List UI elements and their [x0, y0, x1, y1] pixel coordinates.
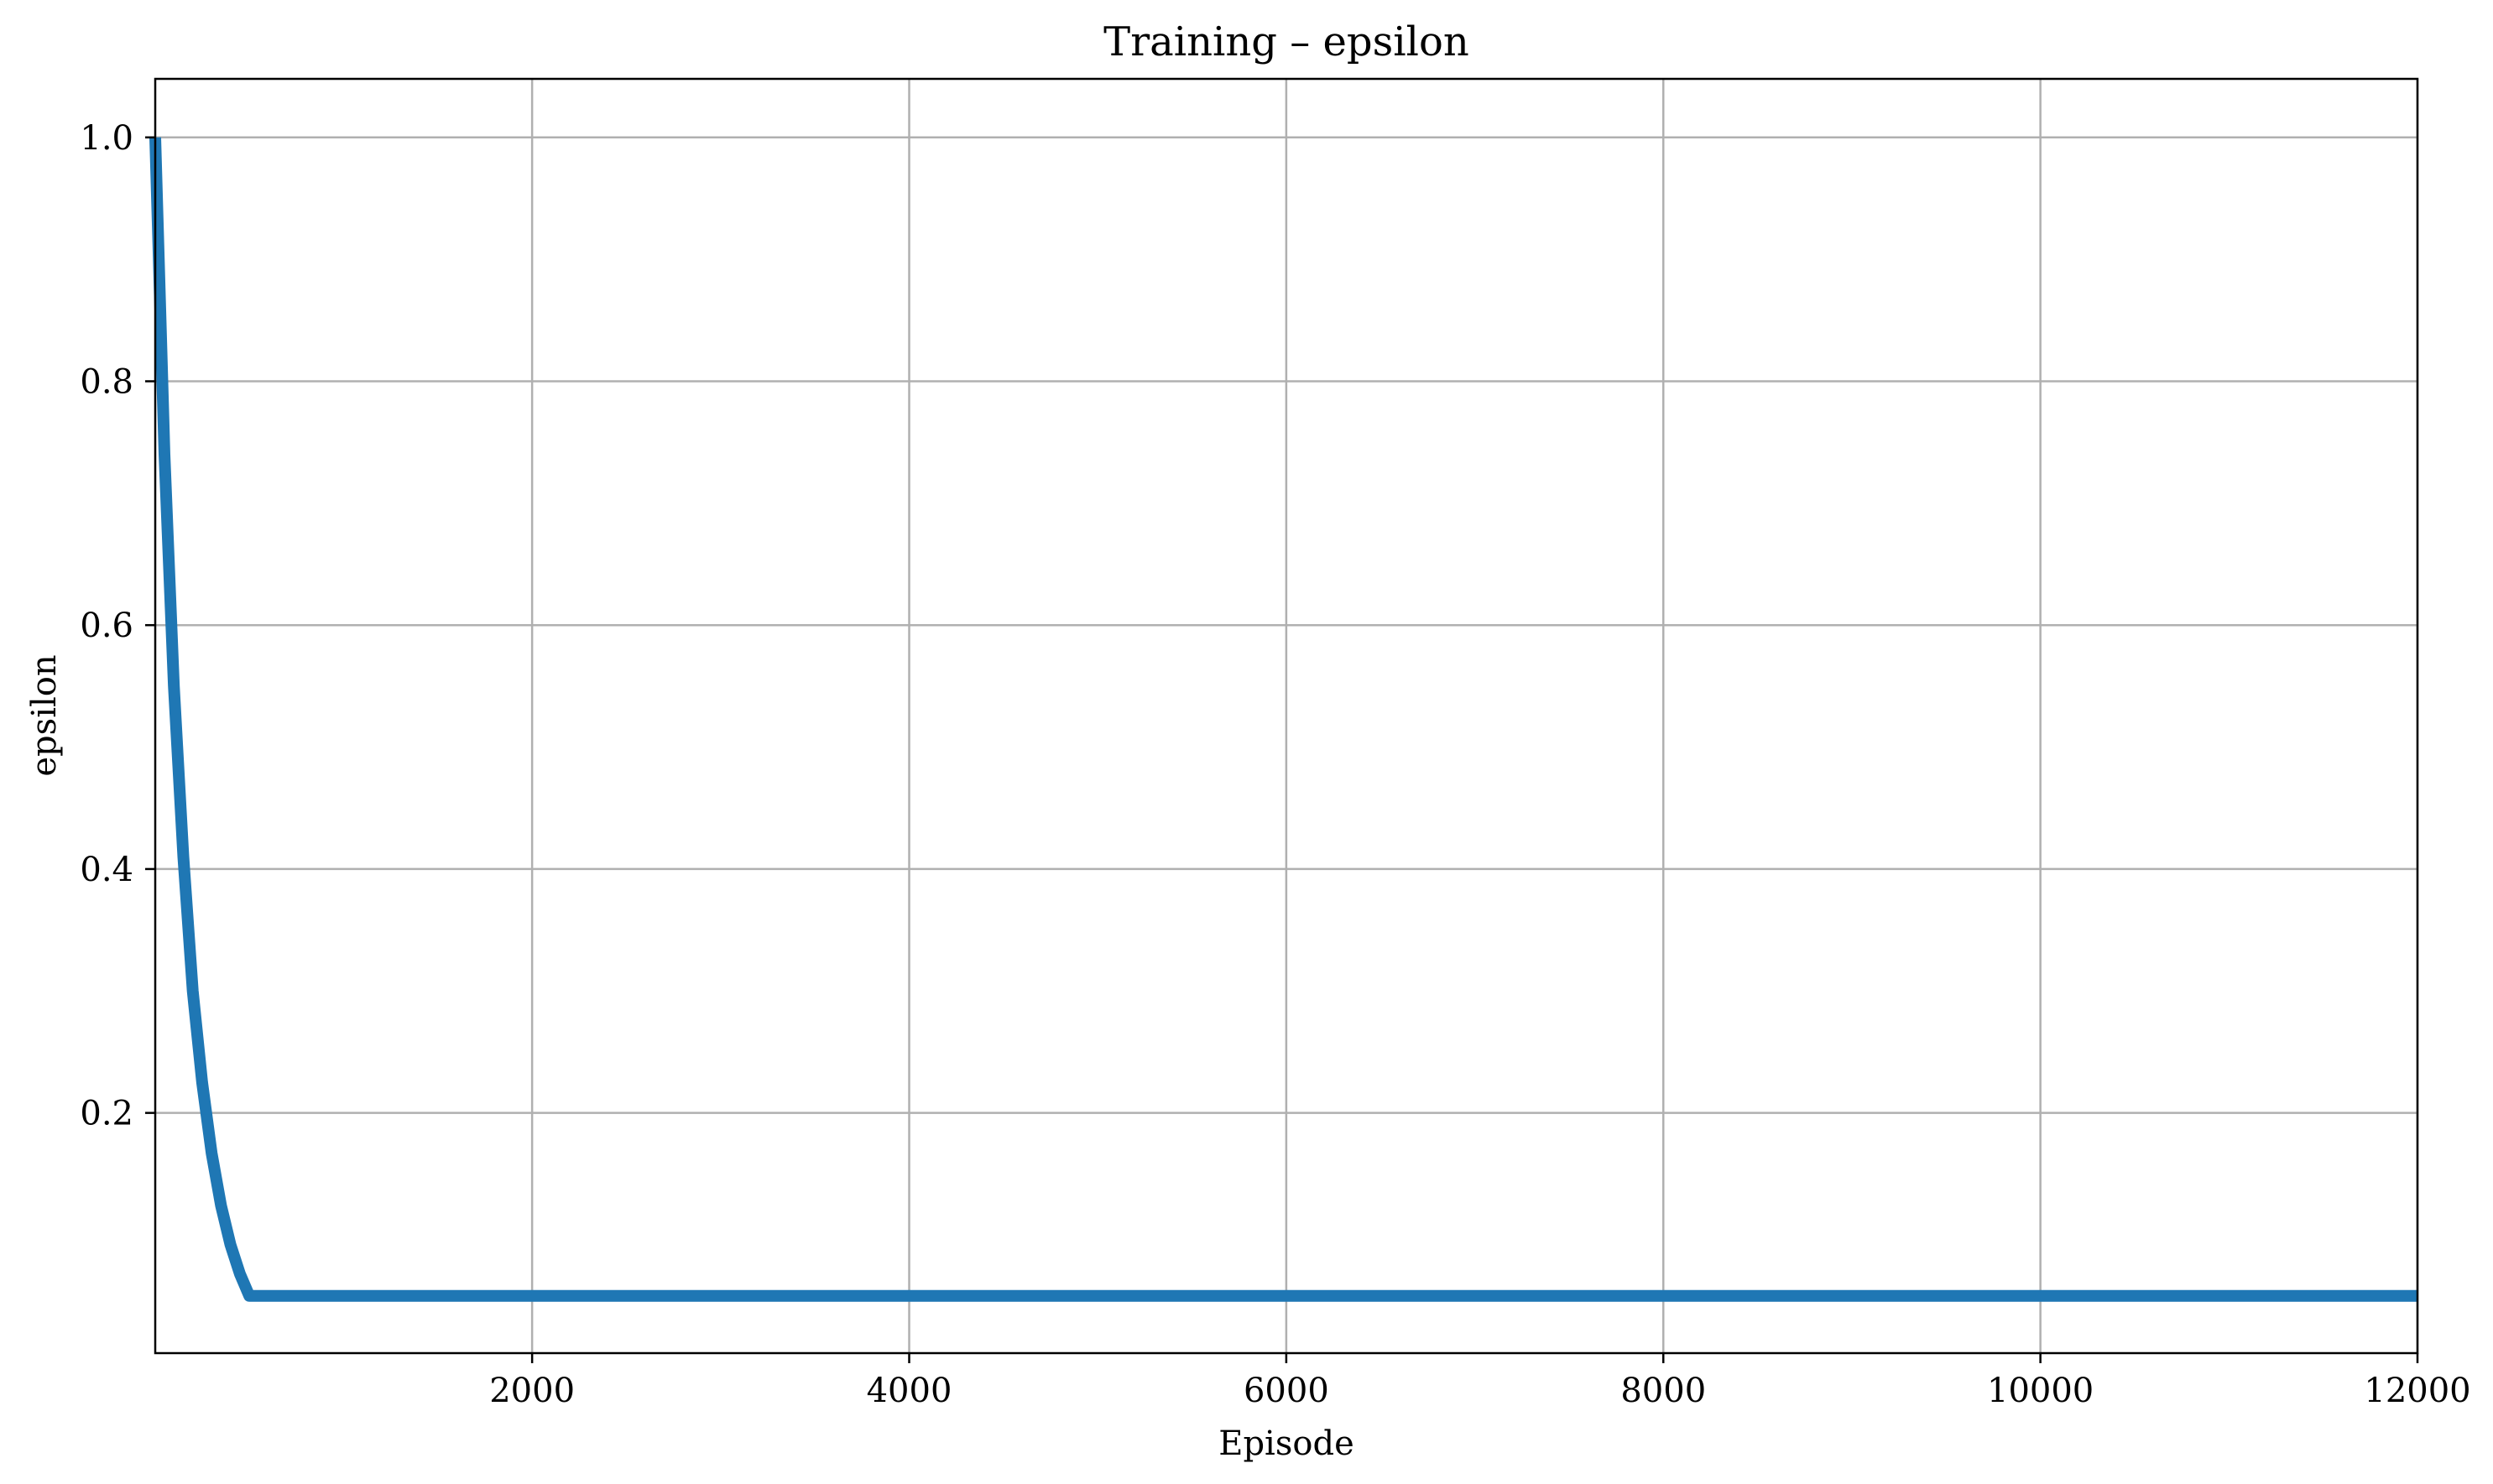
y-tick-label: 0.2: [80, 1095, 133, 1133]
x-tick-label: 2000: [489, 1372, 575, 1410]
x-tick-label: 4000: [867, 1372, 952, 1410]
chart-title: Training – epsilon: [1103, 18, 1469, 65]
y-tick-label: 0.4: [80, 851, 133, 889]
x-tick-label: 12000: [2364, 1372, 2470, 1410]
y-axis-title: epsilon: [25, 654, 64, 776]
x-axis-title: Episode: [1218, 1424, 1353, 1463]
x-tick-label: 6000: [1244, 1372, 1329, 1410]
y-tick-label: 0.8: [80, 362, 133, 401]
tick-marks: 2000 4000 6000 8000 10000 12000 0.2 0.4 0.6 0.8 1.…: [80, 119, 2470, 1410]
series-layer: [149, 137, 2417, 1302]
y-tick-label: 1.0: [80, 119, 133, 158]
y-tick-label: 0.6: [80, 607, 133, 645]
x-tick-label: 10000: [1987, 1372, 2094, 1410]
epsilon-series-line: [149, 137, 2417, 1302]
x-tick-label: 8000: [1620, 1372, 1706, 1410]
